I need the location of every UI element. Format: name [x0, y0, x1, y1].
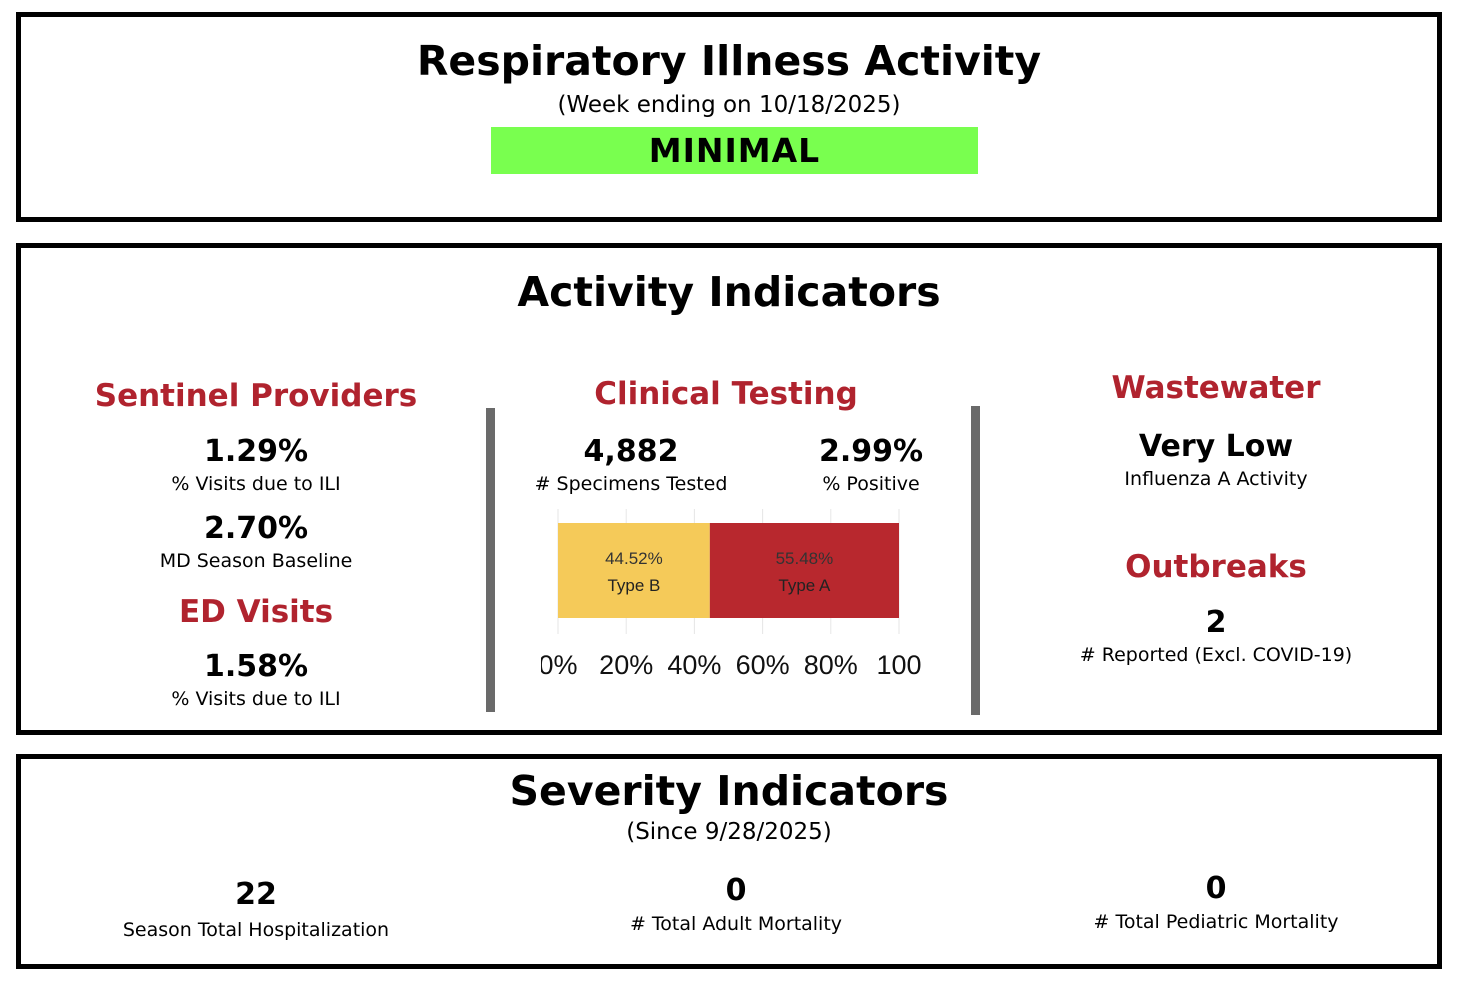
severity-indicators-panel: Severity Indicators (Since 9/28/2025) 22… [16, 754, 1442, 969]
chart-bar-type-b [558, 523, 710, 618]
indicators-title: Activity Indicators [517, 268, 941, 316]
severity-since-label: (Since 9/28/2025) [626, 819, 832, 845]
chart-tick-label: 60% [736, 650, 790, 680]
severity-title: Severity Indicators [509, 767, 949, 815]
column-divider-left [486, 408, 495, 712]
pediatric-mortality-label: # Total Pediatric Mortality [1093, 911, 1339, 933]
chart-bar-type-a [709, 523, 899, 618]
outbreaks-label: # Reported (Excl. COVID-19) [1079, 644, 1353, 666]
pediatric-mortality-value: 0 [1205, 871, 1227, 906]
chart-tick-label: 20% [599, 650, 653, 680]
wastewater-value: Very Low [1138, 429, 1294, 464]
outbreaks-value: 2 [1205, 605, 1227, 640]
wastewater-label: Influenza A Activity [1124, 468, 1308, 490]
ed-visits-label: % Visits due to ILI [171, 688, 341, 710]
adult-mortality-value: 0 [725, 873, 747, 908]
specimens-tested-label: # Specimens Tested [534, 473, 728, 495]
chart-bar-value-label: 44.52% [605, 549, 663, 568]
chart-tick-label: 0% [541, 650, 578, 680]
specimens-tested-value: 4,882 [583, 434, 679, 469]
baseline-label: MD Season Baseline [159, 550, 353, 572]
type-distribution-chart: 44.52% Type B 55.48% Type A 0% 20% 40% 60% 80% 10… [541, 509, 922, 680]
hospitalization-value: 22 [235, 877, 277, 912]
clinical-testing-heading: Clinical Testing [594, 376, 858, 412]
outbreaks-heading: Outbreaks [1125, 549, 1307, 585]
activity-indicators-panel: Activity Indicators Sentinel Providers 1… [16, 243, 1442, 735]
hospitalization-label: Season Total Hospitalization [122, 919, 390, 941]
week-ending-label: (Week ending on 10/18/2025) [557, 92, 901, 118]
chart-bar-series-label: Type B [607, 576, 660, 595]
baseline-value: 2.70% [203, 511, 309, 546]
sentinel-ili-label: % Visits due to ILI [171, 473, 341, 495]
wastewater-heading: Wastewater [1111, 370, 1321, 406]
chart-tick-label: 40% [667, 650, 721, 680]
ed-visits-heading: ED Visits [178, 594, 334, 630]
adult-mortality-label: # Total Adult Mortality [629, 913, 843, 935]
column-divider-right [971, 406, 980, 715]
activity-title: Respiratory Illness Activity [416, 37, 1042, 85]
chart-tick-label: 80% [804, 650, 858, 680]
ed-visits-value: 1.58% [203, 649, 309, 684]
percent-positive-value: 2.99% [818, 434, 924, 469]
chart-tick-label: 100 [876, 650, 921, 680]
activity-panel: Respiratory Illness Activity (Week endin… [16, 12, 1442, 222]
sentinel-providers-heading: Sentinel Providers [94, 378, 418, 414]
chart-bar-series-label: Type A [778, 576, 831, 595]
sentinel-ili-value: 1.29% [203, 434, 309, 469]
percent-positive-label: % Positive [822, 473, 920, 495]
chart-bar-value-label: 55.48% [776, 549, 834, 568]
activity-level-badge: MINIMAL [491, 127, 978, 174]
